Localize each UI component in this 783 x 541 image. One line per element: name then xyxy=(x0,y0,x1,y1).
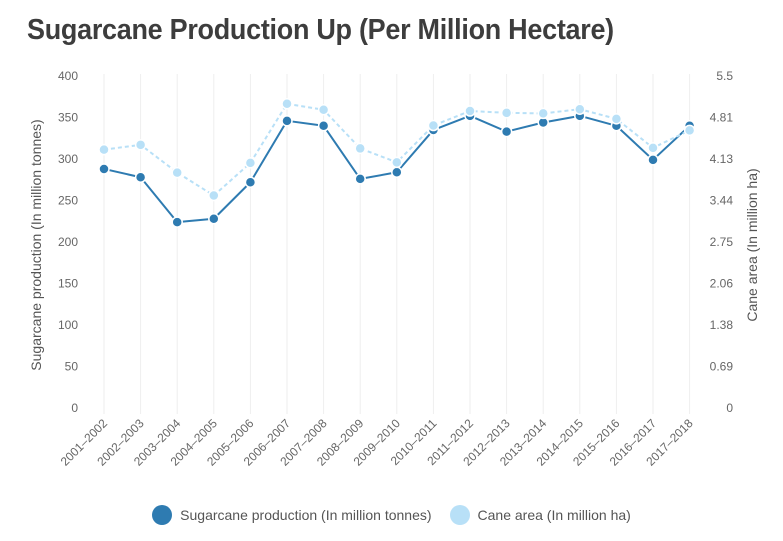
grid-lines xyxy=(103,74,691,414)
production-legend-marker-icon xyxy=(152,505,173,525)
data-point-area[interactable] xyxy=(317,104,330,116)
data-point-area[interactable] xyxy=(647,142,659,154)
chart-title: Sugarcane Production Up (Per Million Hec… xyxy=(27,14,614,46)
data-point-area[interactable] xyxy=(244,157,257,169)
data-point-area[interactable] xyxy=(281,98,293,110)
right-axis-ticks: 0 0.69 1.38 2.06 2.75 3.44 4.13 4.81 5.5 xyxy=(710,69,734,415)
data-point-area[interactable] xyxy=(171,166,183,179)
right-axis-title: Cane area (In million ha) xyxy=(744,168,760,321)
left-tick-label: 250 xyxy=(58,194,78,208)
data-point-production[interactable] xyxy=(134,171,147,184)
right-tick-label: 2.06 xyxy=(710,277,734,291)
legend-item-production[interactable]: Sugarcane production (In million tonnes) xyxy=(152,505,432,525)
legend-item-area[interactable]: Cane area (In million ha) xyxy=(449,505,631,525)
data-point-production[interactable] xyxy=(647,154,659,166)
series-layer xyxy=(98,98,696,228)
legend: Sugarcane production (In million tonnes)… xyxy=(0,505,783,525)
left-tick-label: 400 xyxy=(58,69,78,83)
legend-label-area: Cane area (In million ha) xyxy=(477,507,631,523)
area-legend-marker-icon xyxy=(449,505,470,525)
right-tick-label: 5.5 xyxy=(716,69,733,83)
left-tick-label: 50 xyxy=(65,360,79,374)
data-point-area[interactable] xyxy=(683,124,696,137)
data-point-area[interactable] xyxy=(500,107,513,119)
right-tick-label: 2.75 xyxy=(710,235,734,249)
right-tick-label: 1.38 xyxy=(710,318,734,332)
legend-label-production: Sugarcane production (In million tonnes) xyxy=(180,507,432,523)
data-point-area[interactable] xyxy=(537,107,549,120)
left-tick-label: 100 xyxy=(58,318,78,332)
data-point-production[interactable] xyxy=(354,173,366,185)
data-point-area[interactable] xyxy=(208,189,220,202)
left-tick-label: 200 xyxy=(58,235,78,249)
data-point-area[interactable] xyxy=(574,103,586,115)
data-point-production[interactable] xyxy=(208,213,220,225)
left-axis-ticks: 0 50 100 150 200 250 300 350 400 xyxy=(58,69,78,415)
right-tick-label: 0 xyxy=(726,401,733,415)
left-tick-label: 150 xyxy=(58,277,78,291)
left-tick-label: 350 xyxy=(58,111,78,125)
data-point-production[interactable] xyxy=(317,120,330,132)
data-point-production[interactable] xyxy=(391,166,403,179)
left-tick-label: 300 xyxy=(58,152,78,166)
data-point-production[interactable] xyxy=(244,176,257,188)
left-tick-label: 0 xyxy=(71,401,78,415)
data-point-production[interactable] xyxy=(281,115,293,127)
data-point-area[interactable] xyxy=(391,156,403,169)
left-axis-title: Sugarcane production (In million tonnes) xyxy=(28,119,44,370)
line-chart: 0 50 100 150 200 250 300 350 400 0 0.69 1.38 2.06 2.… xyxy=(28,69,760,469)
right-tick-label: 3.44 xyxy=(710,194,734,208)
x-axis-ticks: 2001–20022002–20032003–20042004–20052005… xyxy=(58,416,696,469)
data-point-production[interactable] xyxy=(500,125,513,138)
data-point-area[interactable] xyxy=(610,113,623,125)
right-tick-label: 4.13 xyxy=(710,152,734,166)
right-tick-label: 4.81 xyxy=(710,111,734,125)
data-point-area[interactable] xyxy=(98,143,110,156)
right-tick-label: 0.69 xyxy=(710,360,734,374)
data-point-area[interactable] xyxy=(427,119,440,132)
data-point-production[interactable] xyxy=(171,216,183,228)
data-point-area[interactable] xyxy=(354,142,366,155)
data-point-area[interactable] xyxy=(464,105,476,117)
data-point-production[interactable] xyxy=(98,163,110,175)
data-point-area[interactable] xyxy=(134,139,147,151)
